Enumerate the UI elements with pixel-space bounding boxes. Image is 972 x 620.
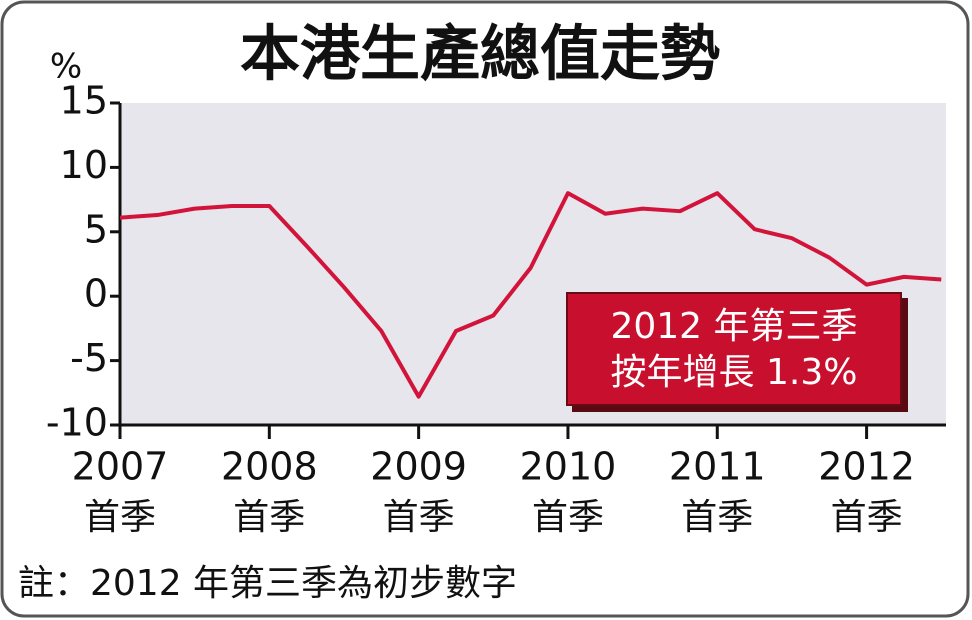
- annotation-text: 按年增長 1.3%: [611, 352, 858, 393]
- x-tick-sublabel: 首季: [681, 497, 753, 538]
- annotation-box: [566, 292, 902, 406]
- x-tick-sublabel: 首季: [831, 497, 903, 538]
- x-tick-label: 2011: [669, 445, 766, 489]
- x-tick-label: 2008: [221, 445, 318, 489]
- x-tick-sublabel: 首季: [383, 497, 455, 538]
- y-tick-label: 5: [84, 207, 108, 251]
- x-tick-label: 2009: [370, 445, 467, 489]
- note: 註：2012 年第三季為初步數字: [18, 563, 517, 604]
- y-tick-label: 10: [60, 143, 108, 187]
- y-tick-label: 15: [60, 79, 108, 123]
- y-unit: %: [50, 47, 82, 87]
- y-tick-label: -10: [46, 401, 108, 445]
- x-tick-sublabel: 首季: [84, 497, 156, 538]
- y-tick-label: -5: [70, 336, 108, 380]
- x-tick-label: 2010: [520, 445, 617, 489]
- data-line: [119, 191, 942, 399]
- x-tick-sublabel: 首季: [233, 497, 305, 538]
- y-tick-label: 0: [84, 272, 108, 316]
- annotation-text: 2012 年第三季: [610, 306, 857, 347]
- x-tick-label: 2012: [818, 445, 915, 489]
- chart-title: 本港生產總值走勢: [240, 20, 720, 90]
- x-tick-label: 2007: [72, 445, 169, 489]
- x-tick-sublabel: 首季: [532, 497, 604, 538]
